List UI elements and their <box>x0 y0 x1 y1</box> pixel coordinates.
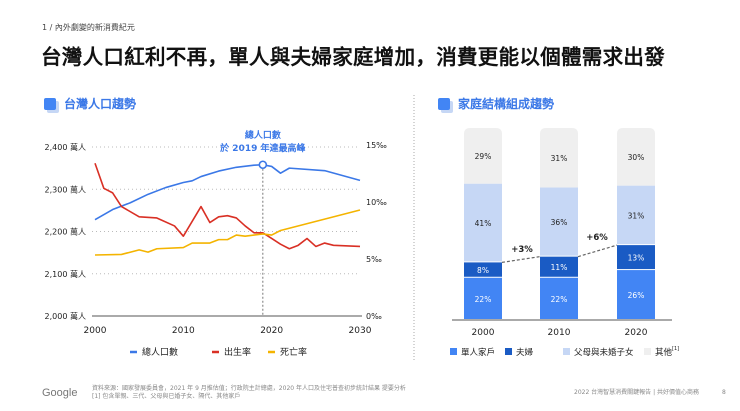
bar-value-label: 13% <box>628 254 645 263</box>
x-tick-label: 2000 <box>84 326 107 336</box>
x-tick-label: 2010 <box>548 328 571 338</box>
trend-line <box>501 256 541 263</box>
bar-value-label: 29% <box>475 152 492 161</box>
bar-segment <box>540 187 578 256</box>
bar-value-label: 8% <box>477 266 489 275</box>
legend-swatch <box>505 348 512 355</box>
right-section-header: 家庭結構組成趨勢 <box>438 95 554 112</box>
x-tick-label: 2020 <box>625 328 648 338</box>
bar-value-label: 26% <box>628 291 645 300</box>
bar-segment <box>617 270 655 319</box>
y-left-tick-label: 2,200 萬人 <box>45 227 86 237</box>
source-text: 資料來源：國家發展委員會，2021 年 9 月推估值；行政院主計總處，2020 … <box>92 385 406 392</box>
y-right-tick-label: 5‰ <box>366 255 382 264</box>
y-left-tick-label: 2,300 萬人 <box>45 184 86 194</box>
y-right-tick-label: 10‰ <box>366 198 387 207</box>
x-tick-label: 2020 <box>260 326 283 336</box>
bar-value-label: 22% <box>551 295 568 304</box>
legend-label: 死亡率 <box>280 346 307 358</box>
x-tick-label: 2000 <box>472 328 495 338</box>
legend-label: 出生率 <box>224 346 251 358</box>
legend-swatch <box>563 348 570 355</box>
x-tick-label: 2010 <box>172 326 195 336</box>
y-left-tick-label: 2,100 萬人 <box>45 269 86 279</box>
y-left-tick-label: 2,000 萬人 <box>45 311 86 321</box>
report-name: 2022 台灣智慧消費關鍵報告 | 共好價值心商務 <box>574 389 700 396</box>
footer-notes: 資料來源：國家發展委員會，2021 年 9 月推估值；行政院主計總處，2020 … <box>92 385 406 401</box>
trend-line <box>577 244 618 258</box>
footnote-text: [1] 包含單親、三代、父母與已婚子女、隔代、其他家戶 <box>92 393 241 400</box>
series-line-1 <box>94 162 361 250</box>
bar-value-label: 31% <box>551 154 568 163</box>
change-label: +6% <box>586 233 608 243</box>
legend-swatch <box>644 348 651 355</box>
square-icon <box>44 97 56 110</box>
bar-segment <box>617 128 655 186</box>
bar-value-label: 41% <box>475 219 492 228</box>
page-number: 8 <box>722 389 726 396</box>
page-title: 台灣人口紅利不再，單人與夫婦家庭增加，消費更能以個體需求出發 <box>41 45 665 69</box>
section-kicker: 1 / 內外劇變的新消費紀元 <box>42 23 135 32</box>
left-section-header: 台灣人口趨勢 <box>44 95 136 112</box>
legend-label: 其他 <box>655 347 673 358</box>
bar-value-label: 22% <box>475 295 492 304</box>
change-label: +3% <box>511 245 533 255</box>
bar-value-label: 36% <box>551 218 568 227</box>
legend-footnote-mark: [1] <box>672 346 679 352</box>
y-right-tick-label: 0‰ <box>366 312 382 321</box>
bar-value-label: 30% <box>628 153 645 162</box>
legend-label: 單人家戶 <box>461 347 495 358</box>
annotation-line2: 於 2019 年達最高峰 <box>219 142 306 154</box>
bar-segment <box>540 256 578 277</box>
right-section-title: 家庭結構組成趨勢 <box>458 97 555 111</box>
legend-label: 夫婦 <box>516 347 534 358</box>
google-logo: Google <box>42 387 78 399</box>
legend-swatch <box>450 348 457 355</box>
left-section-title: 台灣人口趨勢 <box>64 97 137 111</box>
bar-segment <box>540 128 578 188</box>
bar-segment <box>464 277 502 319</box>
bar-value-label: 31% <box>628 211 645 220</box>
annotation-line1: 總人口數 <box>245 129 282 141</box>
square-icon <box>438 97 450 110</box>
legend-label: 總人口數 <box>142 346 178 358</box>
y-right-tick-label: 15‰ <box>366 141 387 150</box>
bar-segment <box>617 245 655 270</box>
bar-segment <box>617 185 655 245</box>
y-left-tick-label: 2,400 萬人 <box>45 142 86 152</box>
series-line-2 <box>94 209 361 256</box>
legend-label: 父母與未婚子女 <box>574 347 634 358</box>
series-line-0 <box>94 163 361 221</box>
bar-segment <box>464 128 502 184</box>
bar-segment <box>464 183 502 262</box>
bar-segment <box>464 262 502 277</box>
bar-value-label: 11% <box>551 263 568 272</box>
peak-point <box>258 160 268 170</box>
bar-segment <box>540 277 578 319</box>
x-tick-label: 2030 <box>349 326 372 336</box>
